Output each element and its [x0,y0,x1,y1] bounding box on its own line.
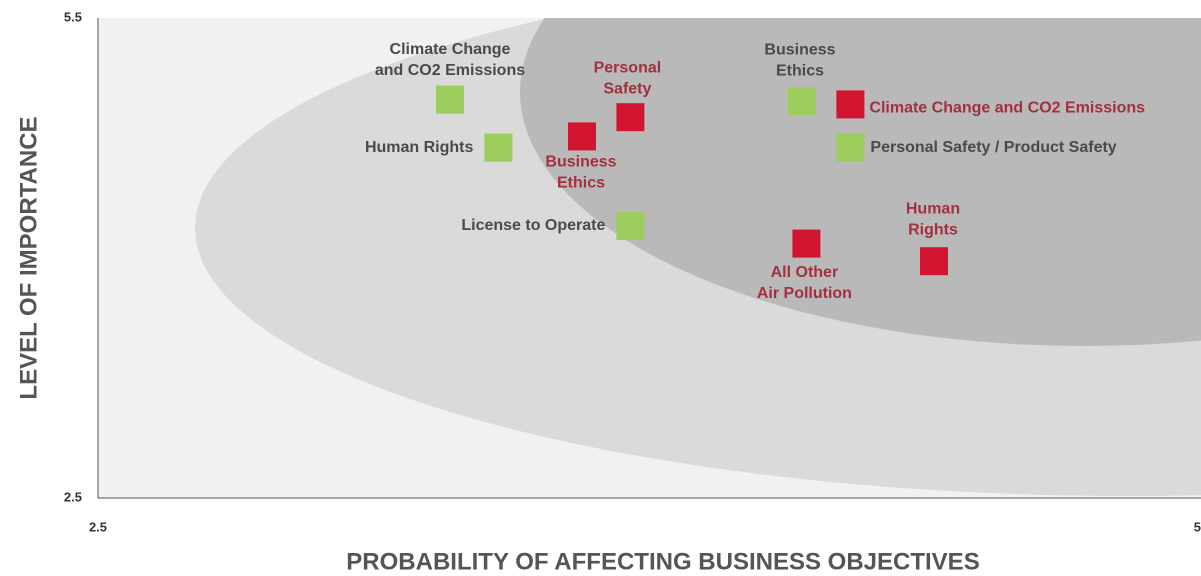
data-point [792,229,821,258]
point-label: and CO2 Emissions [375,62,525,79]
zones [195,18,1201,496]
point-label: Ethics [557,175,605,192]
x-axis-title: PROBABILITY OF AFFECTING BUSINESS OBJECT… [346,548,979,575]
point-label: Climate Change [390,41,511,58]
point-label: Human Rights [365,139,474,156]
data-point [616,212,645,240]
point-label: Personal [594,59,662,76]
data-point [568,122,596,151]
data-point [616,103,645,132]
x-tick-label: 2.5 [89,519,107,534]
data-point [920,247,948,276]
data-point [436,85,464,114]
point-label: All Other [771,264,839,281]
point-label: Rights [908,221,958,238]
point-label: Human [906,200,960,217]
point-label: Business [545,154,616,171]
data-point [836,90,865,119]
point-label: Ethics [776,62,824,79]
data-point [484,133,513,162]
data-point [836,133,865,162]
data-point [788,87,816,116]
y-tick-label: 5.5 [64,9,82,24]
y-tick-label: 2.5 [64,489,82,504]
x-tick-label: 5 [1194,519,1201,534]
point-label: Safety [603,80,651,97]
y-axis-title: LEVEL OF IMPORTANCE [15,116,42,399]
point-label: Air Pollution [757,285,852,302]
point-label: License to Operate [461,217,605,234]
inner-zone [520,18,1201,346]
point-label: Business [764,41,835,58]
point-label: Personal Safety / Product Safety [870,139,1116,156]
point-label: Climate Change and CO2 Emissions [869,100,1145,117]
